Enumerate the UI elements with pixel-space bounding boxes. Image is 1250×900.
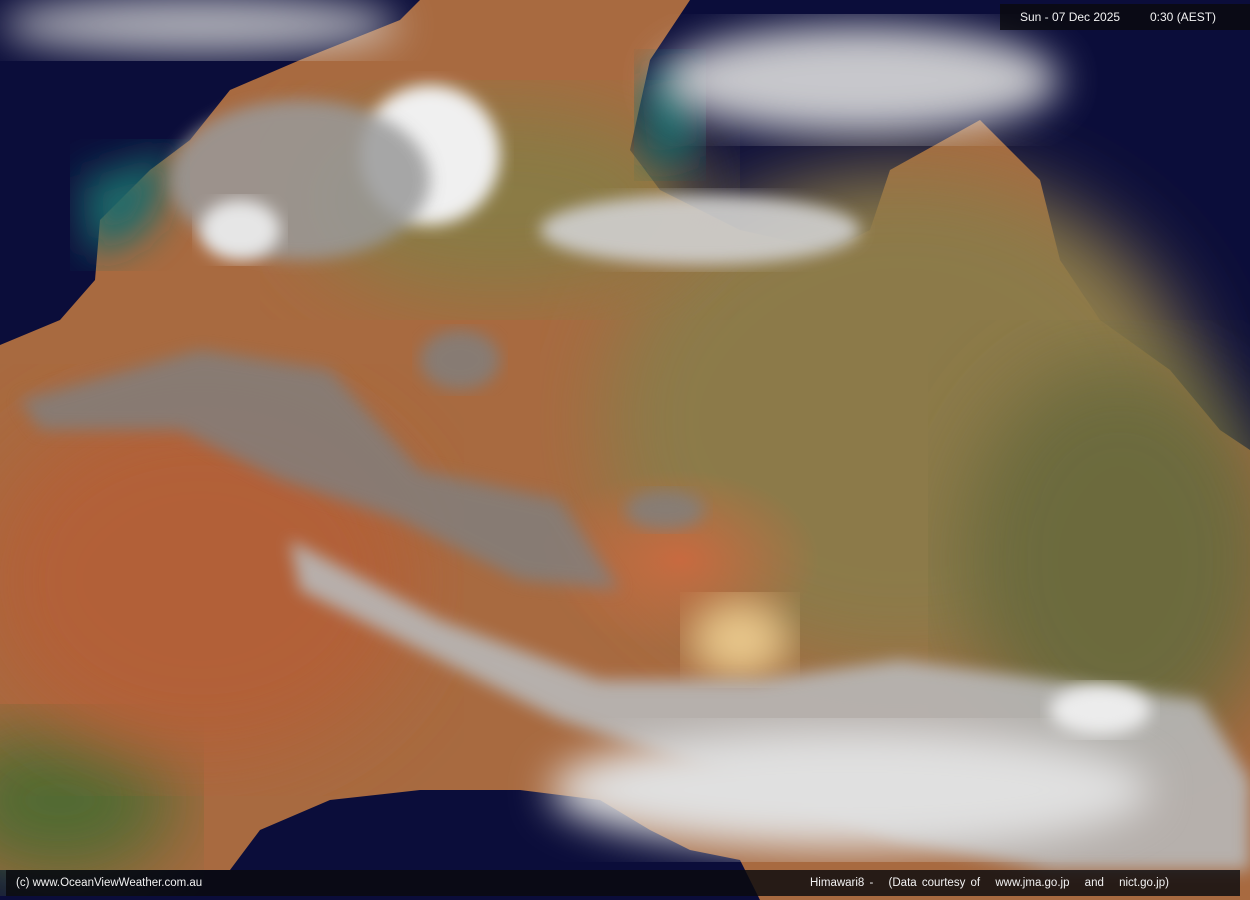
satellite-name: Himawari8 - (810, 877, 874, 889)
and-text: and (1084, 877, 1104, 889)
time-label: 0:30 (AEST) (1150, 10, 1217, 24)
copyright-link[interactable]: (c) www.OceanViewWeather.com.au (16, 877, 203, 889)
courtesy-text: (Data courtesy of (888, 877, 981, 889)
cloud-cover (0, 0, 1250, 870)
jma-link[interactable]: www.jma.go.jp (995, 877, 1070, 889)
date-label: Sun - 07 Dec 2025 (1020, 10, 1121, 24)
nict-link[interactable]: nict.go.jp) (1119, 877, 1169, 889)
data-credit: Himawari8 - (Data courtesy of www.jma.go… (810, 877, 1179, 889)
credits-bar: (c) www.OceanViewWeather.com.au Himawari… (6, 870, 1240, 896)
timestamp-bar: Sun - 07 Dec 2025 0:30 (AEST) (1000, 4, 1250, 30)
